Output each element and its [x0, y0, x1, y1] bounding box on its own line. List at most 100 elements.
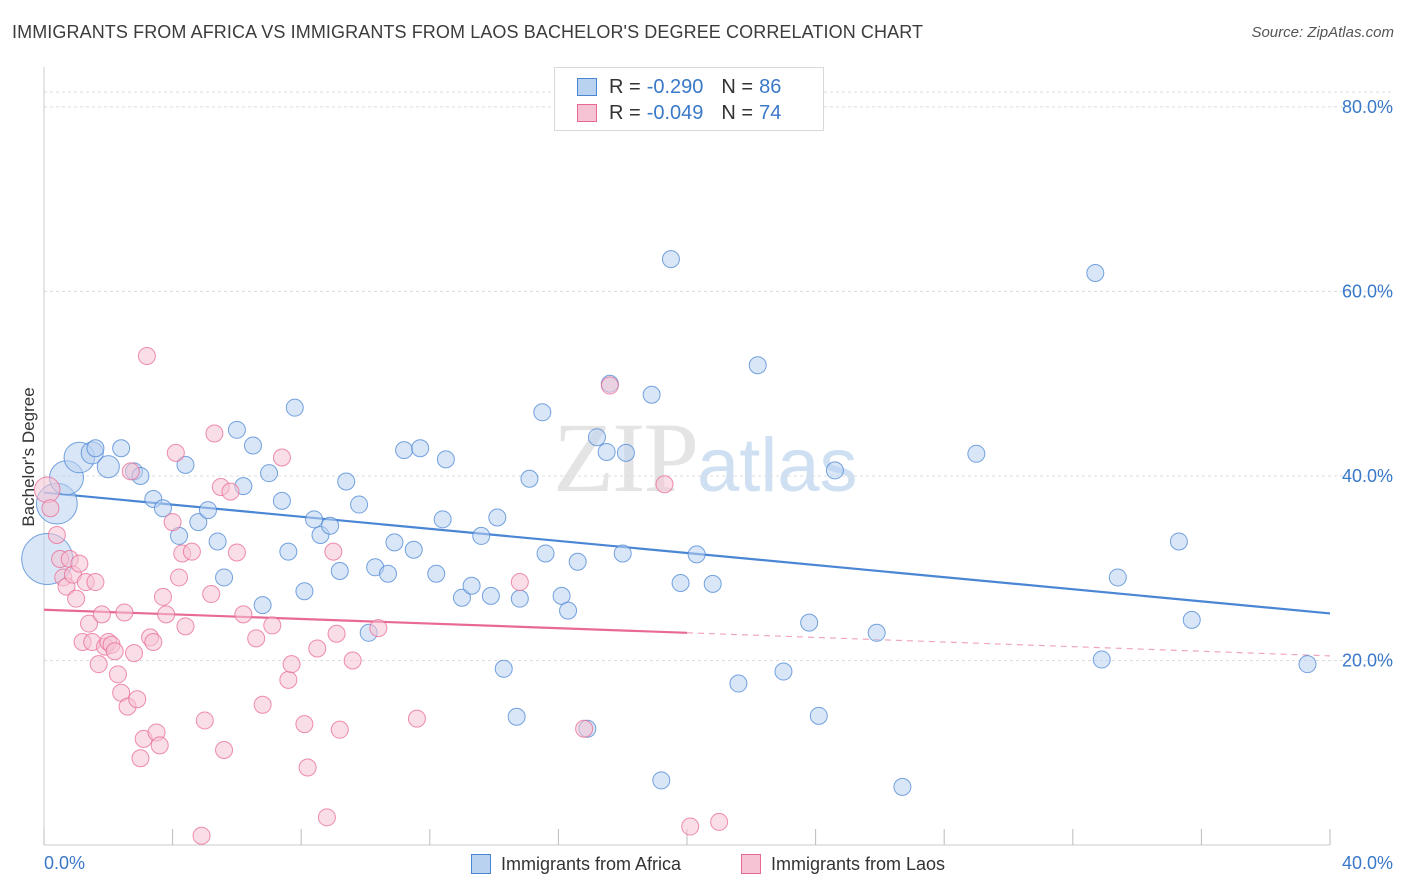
point-africa: [86, 439, 105, 458]
point-laos: [263, 616, 282, 635]
point-laos: [121, 462, 140, 481]
point-laos: [298, 758, 317, 777]
bottom-legend-swatch-africa: [471, 854, 491, 874]
legend-row-laos: R = -0.049 N = 74: [577, 100, 787, 126]
point-laos: [192, 826, 211, 845]
point-africa: [295, 582, 314, 601]
grid-lines: [44, 91, 1392, 661]
point-africa: [427, 564, 446, 583]
point-africa: [867, 623, 886, 642]
point-africa: [507, 707, 526, 726]
point-africa: [1092, 650, 1111, 669]
point-laos: [282, 655, 301, 674]
point-africa: [321, 516, 340, 535]
point-africa: [112, 439, 131, 458]
point-africa: [433, 510, 452, 529]
point-laos: [205, 424, 224, 443]
point-africa: [305, 510, 324, 529]
point-laos: [67, 589, 86, 608]
point-africa: [587, 428, 606, 447]
point-laos: [295, 715, 314, 734]
axes: [43, 67, 1331, 846]
point-laos: [215, 740, 234, 759]
point-africa: [1182, 610, 1201, 629]
point-laos: [182, 542, 201, 561]
point-laos: [279, 670, 298, 689]
point-laos: [253, 695, 272, 714]
legend-africa-n-value: 86: [759, 75, 782, 98]
point-laos: [227, 543, 246, 562]
y-tick-label: 80.0%: [1342, 97, 1393, 117]
x-tick-label-min: 0.0%: [44, 853, 85, 873]
point-laos: [125, 644, 144, 663]
source-label: Source: ZipAtlas.com: [1251, 24, 1394, 41]
point-africa: [597, 442, 616, 461]
point-africa: [436, 450, 455, 469]
legend-swatch-laos: [577, 104, 597, 122]
point-africa: [642, 385, 661, 404]
point-africa: [494, 659, 513, 678]
point-laos: [89, 655, 108, 674]
point-africa: [198, 501, 217, 520]
legend-laos-r-value: -0.049: [646, 101, 704, 124]
point-africa: [385, 533, 404, 552]
point-laos: [128, 690, 147, 709]
point-africa: [559, 601, 578, 620]
point-africa: [533, 403, 552, 422]
point-africa: [703, 574, 722, 593]
x-tick-label-max: 40.0%: [1342, 853, 1393, 873]
point-africa: [330, 561, 349, 580]
point-laos: [195, 711, 214, 730]
trend-line-laos-extrapolated: [686, 632, 1331, 657]
point-laos: [575, 719, 594, 738]
point-laos: [33, 476, 61, 504]
point-africa: [800, 613, 819, 632]
bottom-legend-swatch-laos: [741, 854, 761, 874]
point-africa: [208, 532, 227, 551]
point-africa: [379, 564, 398, 583]
legend-laos-n-value: 74: [759, 101, 782, 124]
point-africa: [153, 499, 172, 518]
point-africa: [227, 420, 246, 439]
trend-line-africa: [43, 491, 1331, 615]
point-laos: [115, 603, 134, 622]
point-africa: [272, 491, 291, 510]
point-africa: [774, 662, 793, 681]
legend-africa-r-label: R =: [609, 75, 641, 98]
point-laos: [317, 808, 336, 827]
legend-swatch-africa: [577, 78, 597, 96]
point-africa: [661, 250, 680, 269]
y-tick-label: 20.0%: [1342, 650, 1393, 670]
point-africa: [481, 586, 500, 605]
point-africa: [472, 526, 491, 545]
bottom-legend-africa-label: Immigrants from Africa: [501, 853, 682, 874]
point-africa: [616, 443, 635, 462]
point-africa: [893, 777, 912, 796]
legend-laos-n-label: N =: [721, 101, 754, 124]
point-laos: [407, 709, 426, 728]
point-laos: [70, 554, 89, 573]
y-tick-label: 40.0%: [1342, 466, 1393, 486]
point-laos: [369, 619, 388, 638]
point-laos: [221, 482, 240, 501]
point-africa: [96, 455, 120, 479]
point-africa: [729, 674, 748, 693]
point-laos: [41, 499, 60, 518]
point-africa: [337, 472, 356, 491]
axis-labels: 20.0% 40.0% 60.0% 80.0% 0.0% 40.0% Bachelor's …: [19, 97, 1393, 873]
trend-line-laos: [43, 608, 688, 634]
point-africa: [253, 596, 272, 615]
point-laos: [80, 614, 99, 633]
point-laos: [234, 605, 253, 624]
point-africa: [1169, 532, 1188, 551]
point-africa: [462, 576, 481, 595]
legend-africa-n-label: N =: [721, 75, 754, 98]
point-africa: [411, 439, 430, 458]
point-laos: [153, 587, 172, 606]
point-africa: [568, 552, 587, 571]
point-africa: [1086, 263, 1105, 282]
point-africa: [510, 589, 529, 608]
point-laos: [86, 573, 105, 592]
chart-title: IMMIGRANTS FROM AFRICA VS IMMIGRANTS FRO…: [12, 22, 924, 42]
